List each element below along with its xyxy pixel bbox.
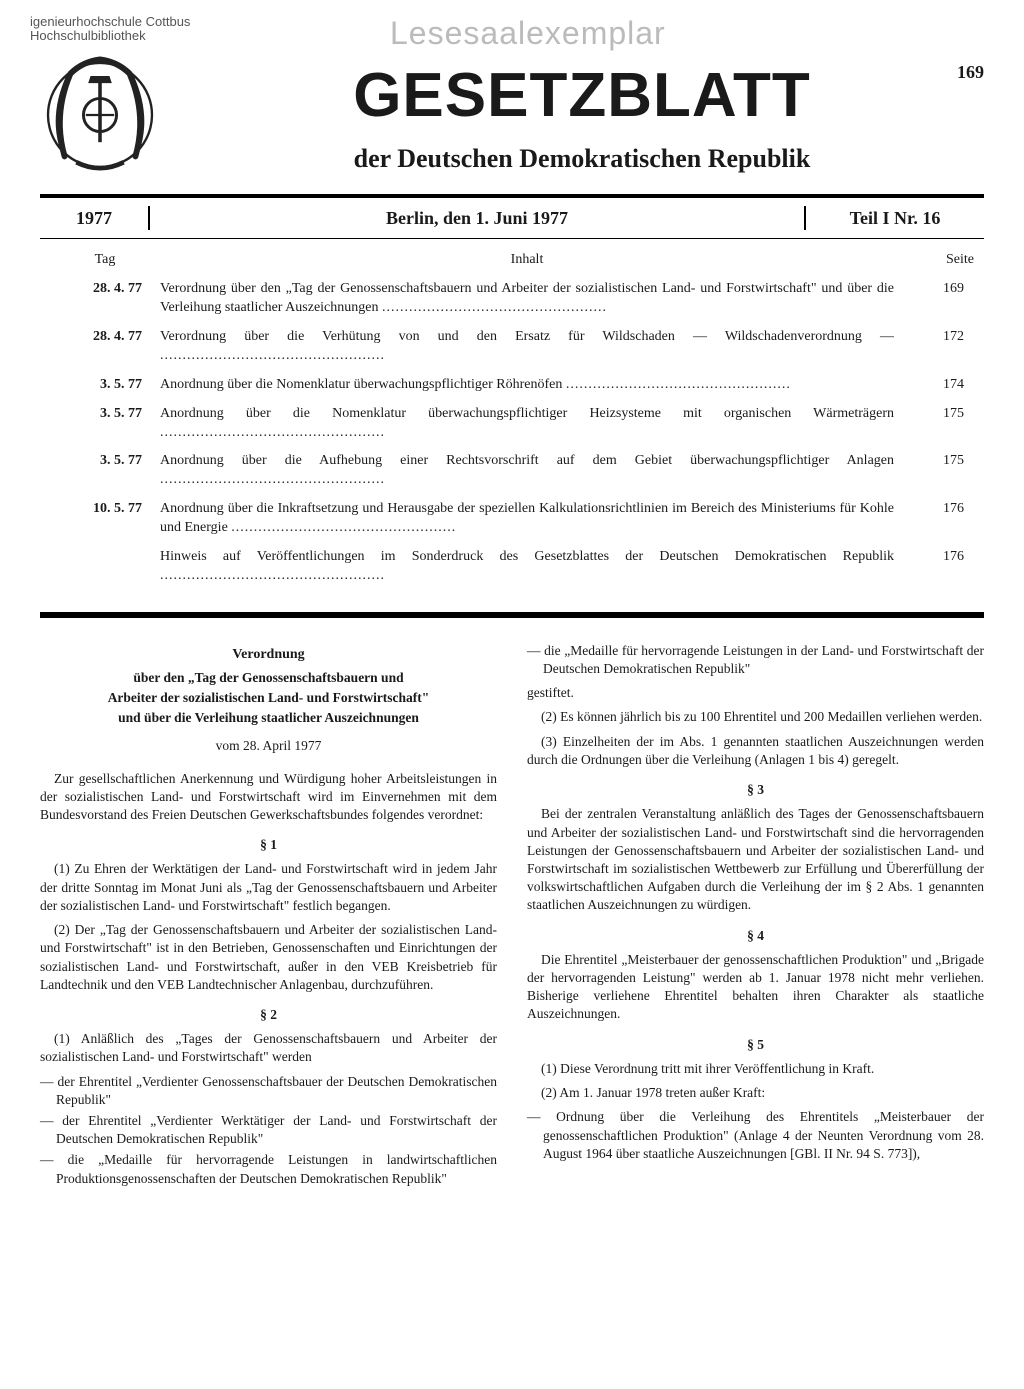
toc-page: 176 <box>894 500 974 538</box>
toc-row: 28. 4. 77Verordnung über die Verhütung v… <box>50 328 974 366</box>
s3-p1: Bei der zentralen Veranstaltung anläßlic… <box>527 805 984 914</box>
toc-head-inhalt: Inhalt <box>160 251 894 270</box>
library-stamp: igenieurhochschule Cottbus Hochschulbibl… <box>30 15 190 44</box>
toc-text: Anordnung über die Nomenklatur überwachu… <box>160 376 894 395</box>
toc-row: 28. 4. 77Verordnung über den „Tag der Ge… <box>50 280 974 318</box>
section-2: § 2 <box>40 1006 497 1024</box>
state-emblem-icon <box>40 50 160 180</box>
section-4: § 4 <box>527 927 984 945</box>
toc-date: 3. 5. 77 <box>50 452 160 490</box>
toc-date: 3. 5. 77 <box>50 376 160 395</box>
s4-p1: Die Ehrentitel „Meisterbauer der genosse… <box>527 951 984 1024</box>
s2-p1: (1) Anläßlich des „Tages der Genossensch… <box>40 1030 497 1066</box>
s5-p1: (1) Diese Verordnung tritt mit ihrer Ver… <box>527 1060 984 1078</box>
decree-date: vom 28. April 1977 <box>40 737 497 755</box>
dateline-issue: Teil I Nr. 16 <box>804 206 984 230</box>
stamp-area: igenieurhochschule Cottbus Hochschulbibl… <box>40 20 984 40</box>
rule-heavy <box>40 612 984 618</box>
dateline-place: Berlin, den 1. Juni 1977 <box>150 206 804 230</box>
decree-heading: Verordnung <box>40 646 497 665</box>
toc-page: 175 <box>894 452 974 490</box>
table-of-contents: Tag Inhalt Seite 28. 4. 77Verordnung übe… <box>40 239 984 611</box>
decree-title-line3: und über die Verleihung staatlicher Ausz… <box>40 709 497 727</box>
s1-p1: (1) Zu Ehren der Werktätigen der Land- u… <box>40 860 497 915</box>
s2-gestiftet: gestiftet. <box>527 684 984 702</box>
list-item: die „Medaille für hervorragende Leistung… <box>527 642 984 678</box>
list-item: der Ehrentitel „Verdienter Werktätiger d… <box>40 1112 497 1148</box>
s5-list: Ordnung über die Verleihung des Ehrentit… <box>527 1108 984 1163</box>
library-stamp-line1: igenieurhochschule Cottbus <box>30 15 190 29</box>
decree-title-line2: Arbeiter der sozialistischen Land- und F… <box>40 689 497 707</box>
toc-text: Verordnung über den „Tag der Genossensch… <box>160 280 894 318</box>
subtitle: der Deutschen Demokratischen Republik <box>180 141 984 176</box>
toc-row: 3. 5. 77Anordnung über die Aufhebung ein… <box>50 452 974 490</box>
list-item: die „Medaille für hervorragende Leistung… <box>40 1151 497 1187</box>
masthead-text: GESETZBLATT der Deutschen Demokratischen… <box>180 54 984 177</box>
toc-page: 169 <box>894 280 974 318</box>
list-item: der Ehrentitel „Verdienter Genossenschaf… <box>40 1073 497 1109</box>
toc-row: 3. 5. 77Anordnung über die Nomenklatur ü… <box>50 405 974 443</box>
toc-row: Hinweis auf Veröffentlichungen im Sonder… <box>50 548 974 586</box>
toc-text: Anordnung über die Aufhebung einer Recht… <box>160 452 894 490</box>
library-stamp-line2: Hochschulbibliothek <box>30 29 190 43</box>
s5-p2: (2) Am 1. Januar 1978 treten außer Kraft… <box>527 1084 984 1102</box>
s2-p3: (3) Einzelheiten der im Abs. 1 genannten… <box>527 733 984 769</box>
toc-date: 10. 5. 77 <box>50 500 160 538</box>
toc-text: Verordnung über die Verhütung von und de… <box>160 328 894 366</box>
dateline-year: 1977 <box>40 206 150 230</box>
s2-p2: (2) Es können jährlich bis zu 100 Ehrent… <box>527 708 984 726</box>
dateline: 1977 Berlin, den 1. Juni 1977 Teil I Nr.… <box>40 198 984 238</box>
toc-date <box>50 548 160 586</box>
toc-text: Hinweis auf Veröffentlichungen im Sonder… <box>160 548 894 586</box>
toc-date: 28. 4. 77 <box>50 328 160 366</box>
toc-text: Anordnung über die Nomenklatur überwachu… <box>160 405 894 443</box>
s1-p2: (2) Der „Tag der Genossenschaftsbauern u… <box>40 921 497 994</box>
decree-title-line1: über den „Tag der Genossenschaftsbauern … <box>40 669 497 687</box>
toc-header-row: Tag Inhalt Seite <box>50 251 974 270</box>
toc-row: 3. 5. 77Anordnung über die Nomenklatur ü… <box>50 376 974 395</box>
masthead: GESETZBLATT der Deutschen Demokratischen… <box>40 50 984 180</box>
toc-row: 10. 5. 77Anordnung über die Inkraftsetzu… <box>50 500 974 538</box>
list-item: Ordnung über die Verleihung des Ehrentit… <box>527 1108 984 1163</box>
toc-date: 28. 4. 77 <box>50 280 160 318</box>
toc-page: 175 <box>894 405 974 443</box>
watermark-stamp: Lesesaalexemplar <box>390 12 666 55</box>
toc-date: 3. 5. 77 <box>50 405 160 443</box>
toc-page: 174 <box>894 376 974 395</box>
toc-text: Anordnung über die Inkraftsetzung und He… <box>160 500 894 538</box>
body-columns: Verordnung über den „Tag der Genossensch… <box>40 642 984 1188</box>
section-3: § 3 <box>527 781 984 799</box>
main-title: GESETZBLATT <box>180 54 984 138</box>
toc-head-tag: Tag <box>50 251 160 270</box>
section-1: § 1 <box>40 836 497 854</box>
page-number-top: 169 <box>957 60 984 84</box>
toc-page: 172 <box>894 328 974 366</box>
preamble: Zur gesellschaftlichen Anerkennung und W… <box>40 770 497 825</box>
section-5: § 5 <box>527 1036 984 1054</box>
toc-head-seite: Seite <box>894 251 974 270</box>
toc-page: 176 <box>894 548 974 586</box>
